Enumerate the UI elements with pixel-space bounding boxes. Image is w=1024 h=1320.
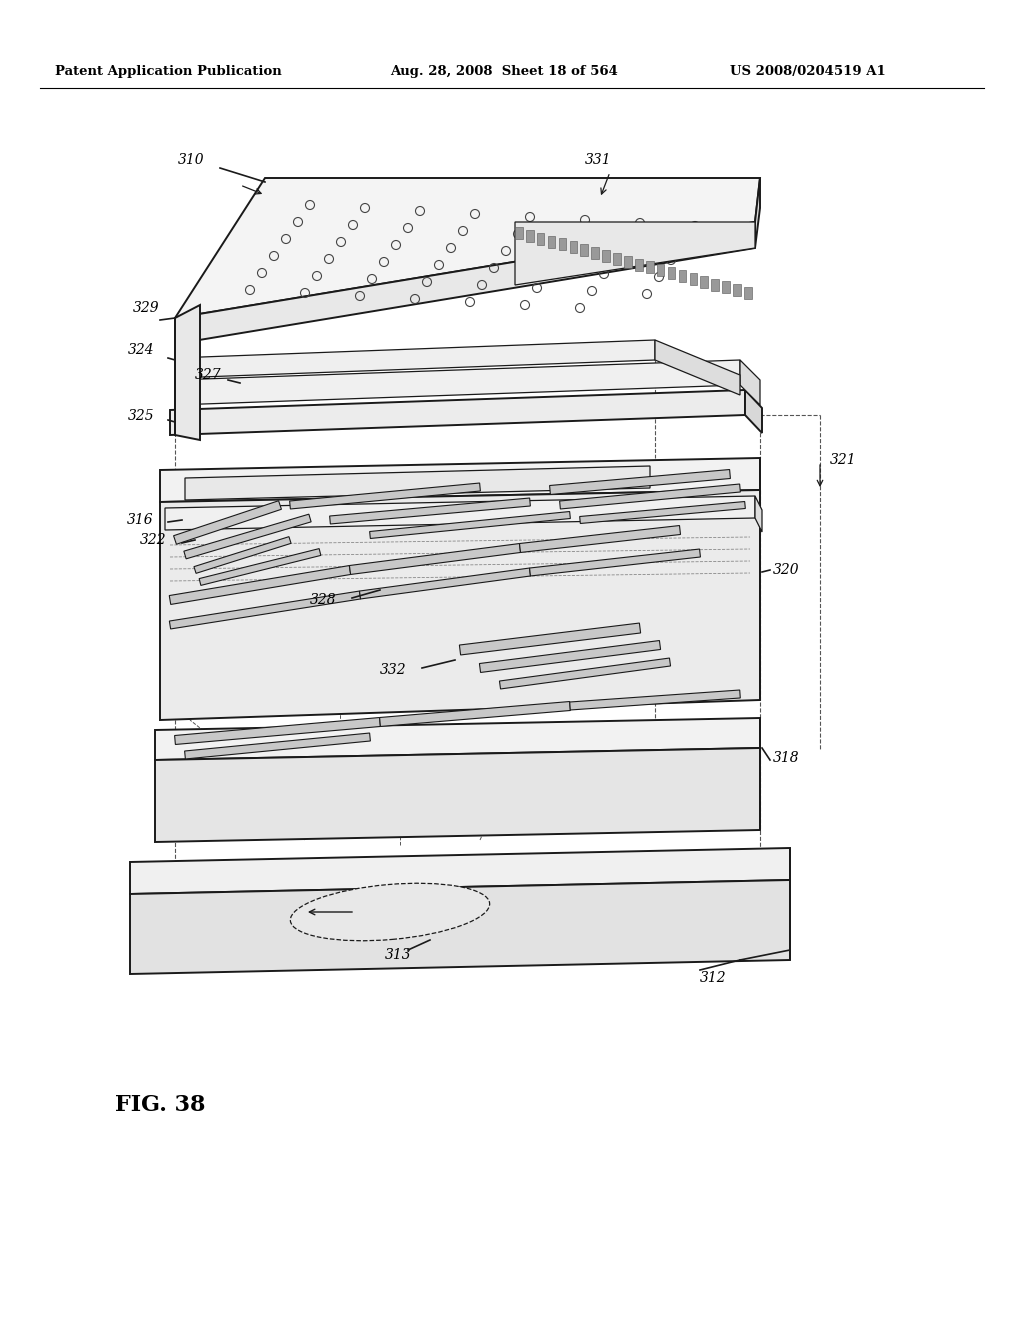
- Text: 310: 310: [178, 153, 205, 168]
- Polygon shape: [548, 235, 555, 248]
- Polygon shape: [646, 261, 653, 273]
- Text: 320: 320: [773, 564, 800, 577]
- Polygon shape: [655, 341, 740, 395]
- Text: Aug. 28, 2008  Sheet 18 of 564: Aug. 28, 2008 Sheet 18 of 564: [390, 66, 617, 78]
- Polygon shape: [755, 178, 760, 248]
- Polygon shape: [559, 239, 566, 251]
- Polygon shape: [656, 264, 665, 276]
- Polygon shape: [175, 305, 200, 440]
- Polygon shape: [290, 483, 480, 510]
- Polygon shape: [689, 273, 697, 285]
- Polygon shape: [155, 718, 760, 760]
- Polygon shape: [592, 247, 599, 259]
- Polygon shape: [175, 718, 380, 744]
- Polygon shape: [550, 470, 730, 495]
- Polygon shape: [169, 565, 351, 605]
- Ellipse shape: [291, 883, 489, 941]
- Text: Patent Application Publication: Patent Application Publication: [55, 66, 282, 78]
- Polygon shape: [515, 222, 755, 285]
- Polygon shape: [370, 512, 570, 539]
- Polygon shape: [185, 466, 650, 500]
- Polygon shape: [755, 496, 762, 532]
- Text: 313: 313: [385, 948, 412, 962]
- Polygon shape: [635, 259, 643, 271]
- Polygon shape: [744, 288, 752, 300]
- Polygon shape: [569, 690, 740, 710]
- Polygon shape: [460, 623, 641, 655]
- Polygon shape: [712, 279, 719, 290]
- Polygon shape: [169, 591, 360, 628]
- Polygon shape: [174, 500, 282, 544]
- Polygon shape: [175, 341, 655, 378]
- Polygon shape: [175, 222, 755, 345]
- Text: 325: 325: [128, 409, 155, 422]
- Polygon shape: [624, 256, 632, 268]
- Polygon shape: [580, 502, 745, 524]
- Text: 322: 322: [140, 533, 167, 546]
- Polygon shape: [160, 490, 760, 719]
- Polygon shape: [526, 230, 534, 242]
- Text: 321: 321: [830, 453, 857, 467]
- Polygon shape: [613, 252, 621, 265]
- Text: 324: 324: [128, 343, 155, 356]
- Polygon shape: [184, 515, 311, 558]
- Text: 318: 318: [773, 751, 800, 766]
- Polygon shape: [569, 242, 578, 253]
- Polygon shape: [170, 389, 745, 436]
- Text: 327: 327: [195, 368, 221, 381]
- Polygon shape: [560, 484, 740, 510]
- Polygon shape: [515, 227, 522, 239]
- Polygon shape: [722, 281, 730, 293]
- Polygon shape: [330, 498, 530, 524]
- Polygon shape: [581, 244, 588, 256]
- Polygon shape: [165, 496, 755, 531]
- Text: 312: 312: [700, 972, 727, 985]
- Polygon shape: [479, 640, 660, 672]
- Polygon shape: [359, 568, 530, 599]
- Polygon shape: [380, 701, 570, 726]
- Polygon shape: [500, 659, 671, 689]
- Polygon shape: [740, 360, 760, 405]
- Polygon shape: [130, 847, 790, 894]
- Polygon shape: [745, 389, 762, 433]
- Polygon shape: [130, 880, 790, 974]
- Polygon shape: [199, 549, 321, 585]
- Polygon shape: [194, 537, 291, 573]
- Text: 331: 331: [585, 153, 611, 168]
- Polygon shape: [349, 544, 520, 574]
- Polygon shape: [700, 276, 708, 288]
- Polygon shape: [733, 284, 740, 296]
- Polygon shape: [679, 271, 686, 282]
- Text: 332: 332: [380, 663, 407, 677]
- Polygon shape: [160, 458, 760, 502]
- Polygon shape: [175, 360, 740, 405]
- Polygon shape: [519, 525, 681, 553]
- Text: 329: 329: [133, 301, 160, 315]
- Polygon shape: [529, 549, 700, 576]
- Text: FIG. 38: FIG. 38: [115, 1094, 206, 1115]
- Polygon shape: [155, 748, 760, 842]
- Polygon shape: [537, 232, 545, 244]
- Polygon shape: [602, 249, 610, 261]
- Polygon shape: [184, 733, 371, 759]
- Polygon shape: [175, 178, 760, 318]
- Text: US 2008/0204519 A1: US 2008/0204519 A1: [730, 66, 886, 78]
- Text: 328: 328: [310, 593, 337, 607]
- Text: 316: 316: [127, 513, 154, 527]
- Polygon shape: [668, 267, 676, 279]
